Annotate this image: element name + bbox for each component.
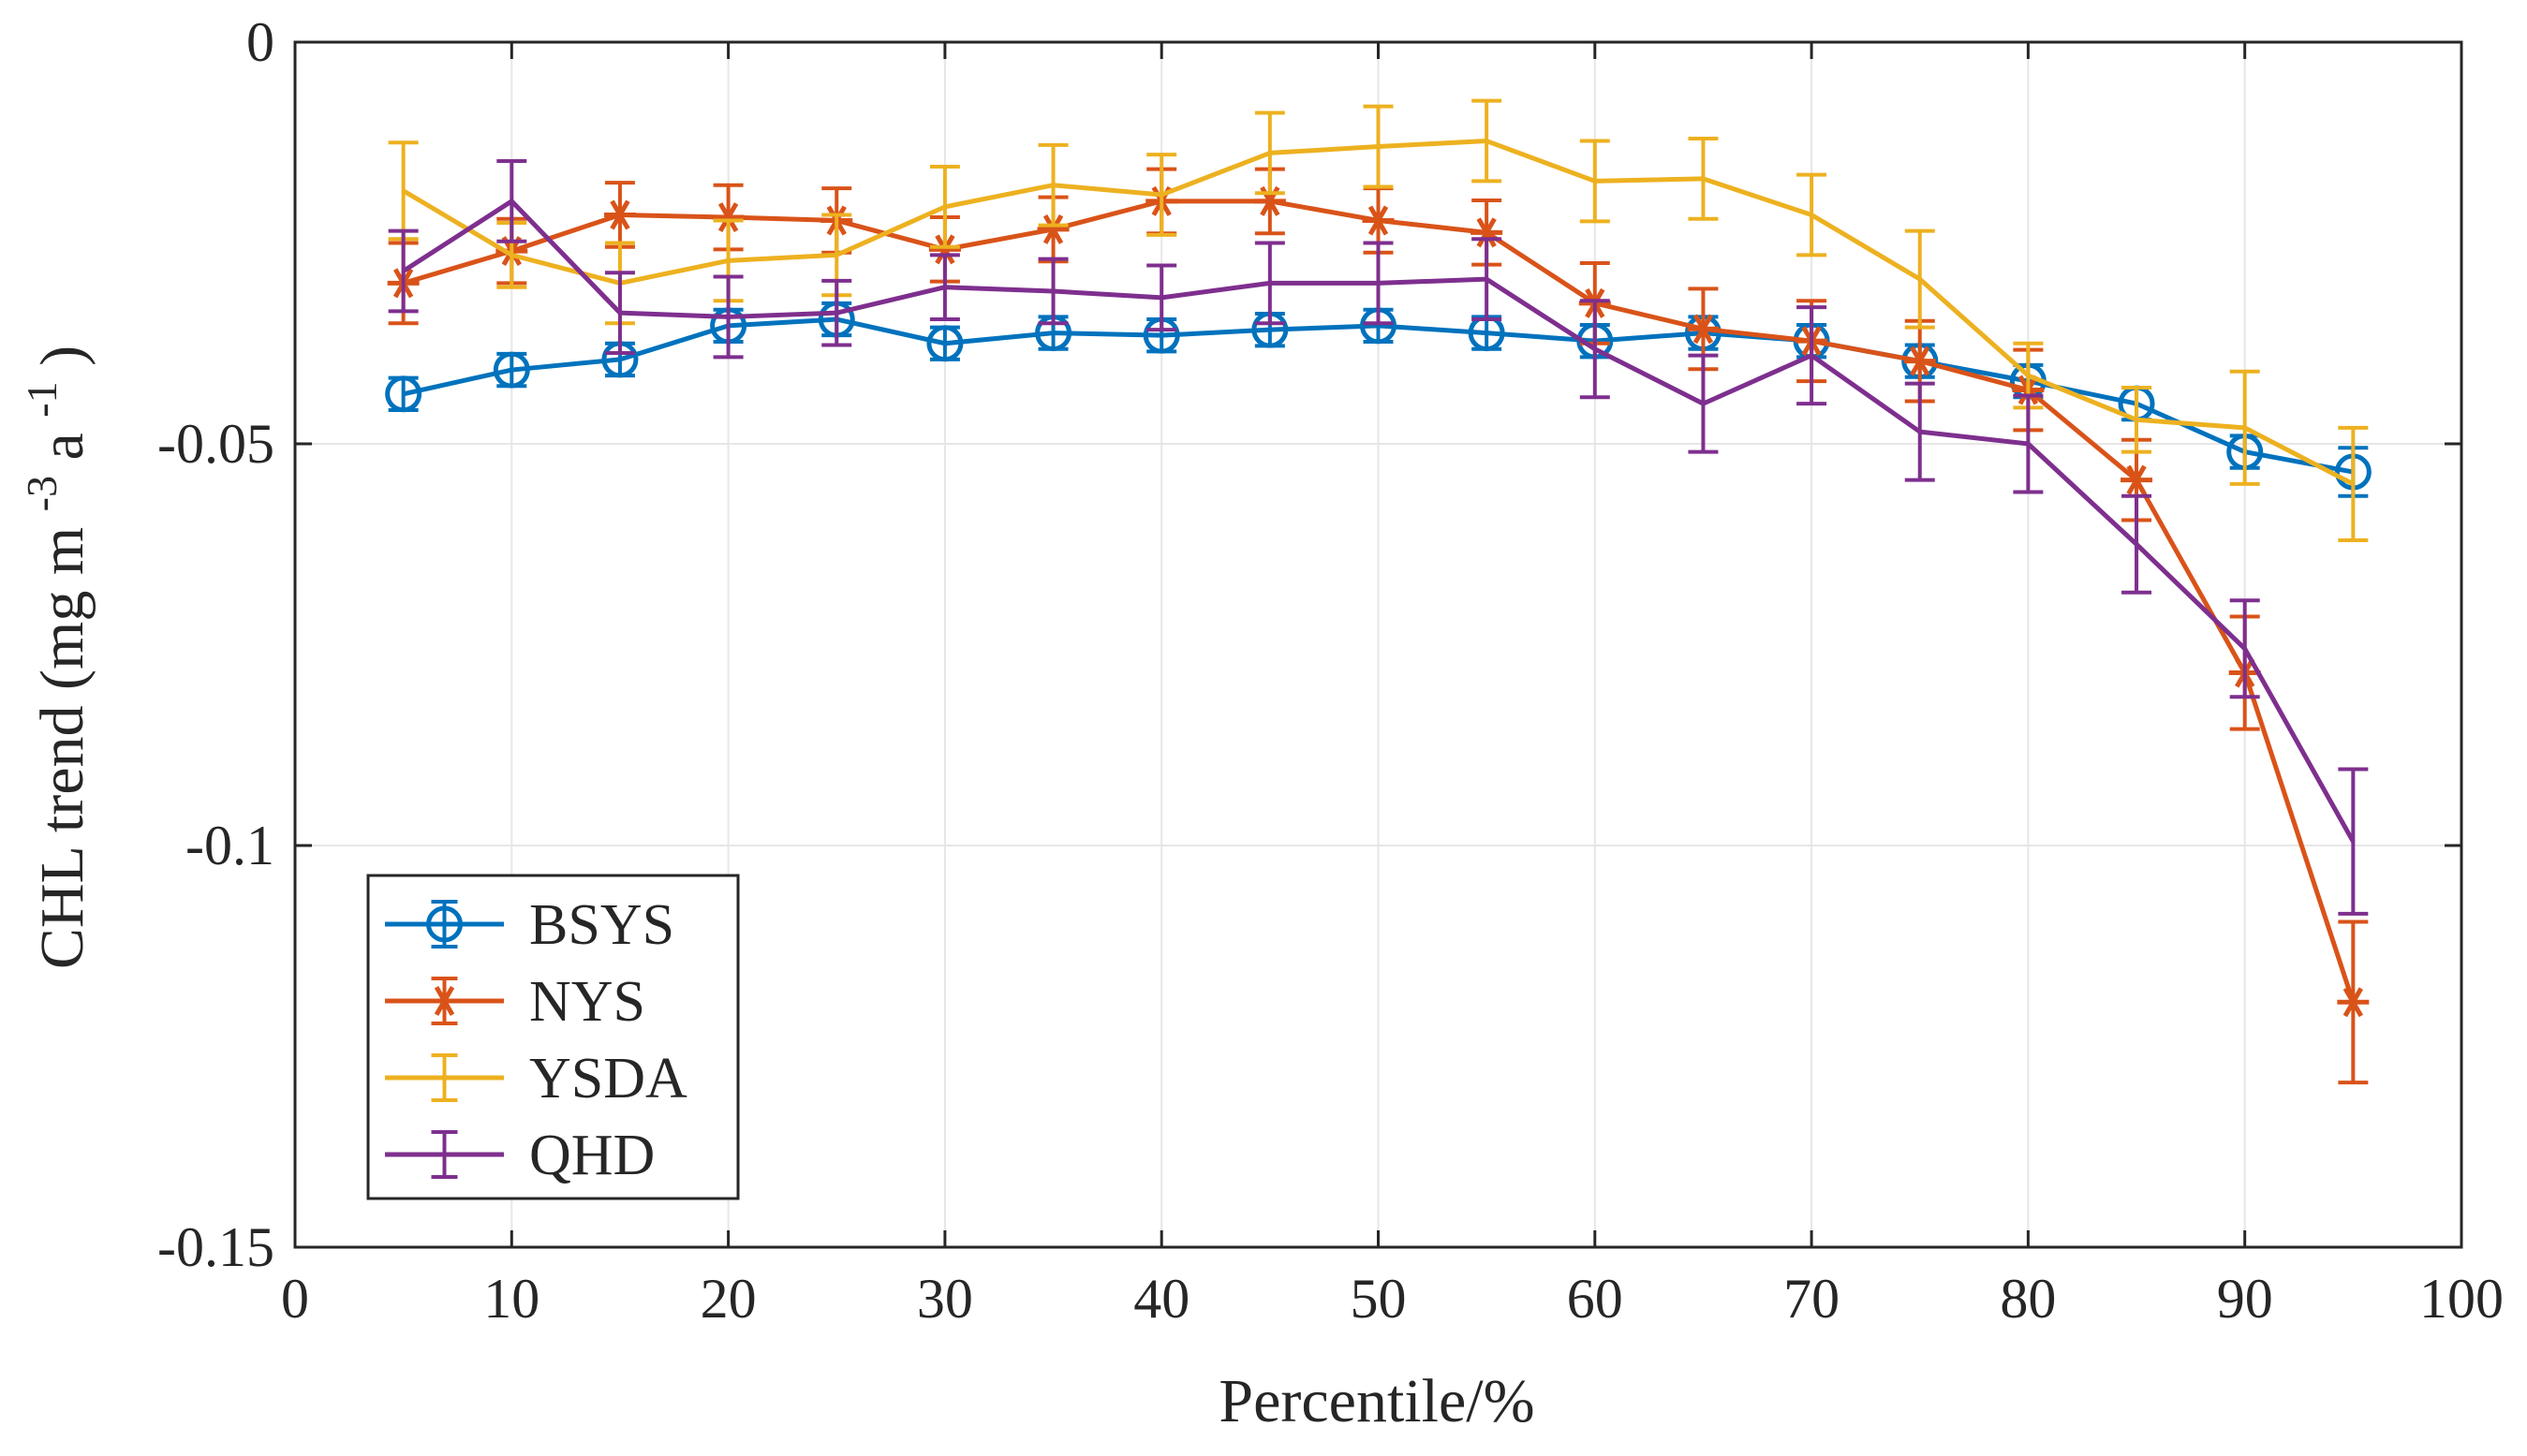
- series-ysda: [388, 98, 2369, 542]
- data-point: [1362, 205, 1395, 236]
- legend-entry-nys: NYS: [385, 970, 645, 1034]
- x-tick-label: 90: [2217, 1268, 2273, 1330]
- x-tick-label: 50: [1351, 1268, 1407, 1330]
- x-tick-label: 0: [281, 1268, 309, 1330]
- legend-label: QHD: [529, 1124, 655, 1187]
- x-tick-label: 60: [1567, 1268, 1623, 1330]
- y-axis-title-exp2: -1: [18, 381, 66, 417]
- y-axis-title-main: CHL trend (mg m: [28, 527, 96, 969]
- axes-layer: [293, 40, 2463, 1249]
- star-stroke: [1910, 346, 1930, 376]
- data-point: [926, 325, 964, 362]
- y-axis-title-exp1: -3: [18, 476, 66, 511]
- x-tick-label: 40: [1133, 1268, 1190, 1330]
- star-stroke: [1692, 314, 1714, 345]
- series-line: [402, 199, 2356, 843]
- x-tick-label: 70: [1783, 1268, 1840, 1330]
- data-point: [493, 351, 530, 389]
- star-stroke: [2342, 987, 2364, 1018]
- tick-label-layer: 0 10 20 30 40 50 60 70 80 90 100 0 -0.05 -0.1 -0.15: [157, 11, 2504, 1330]
- legend-entry-ysda: YSDA: [385, 1047, 687, 1110]
- star-stroke: [610, 199, 630, 230]
- x-axis-title: Percentile/%: [1219, 1367, 1534, 1435]
- data-point: [385, 375, 422, 413]
- legend-label: YSDA: [529, 1047, 687, 1110]
- star-stroke: [434, 986, 455, 1016]
- series-line: [402, 139, 2355, 487]
- x-tick-label: 80: [2000, 1268, 2056, 1330]
- y-axis-title: CHL trend (mg m -3 a -1 ): [2, 346, 96, 969]
- data-point: [1470, 217, 1503, 248]
- x-tick-label: 100: [2419, 1268, 2504, 1330]
- star-stroke: [935, 234, 955, 265]
- data-point: [1903, 346, 1936, 376]
- legend-entry-qhd: QHD: [385, 1124, 655, 1187]
- data-point: [2121, 464, 2153, 495]
- legend: BSYS NYS YSDA QHD: [366, 874, 740, 1200]
- star-stroke: [717, 202, 739, 233]
- legend-entry-bsys: BSYS: [385, 893, 674, 957]
- y-axis-title-mid: a: [28, 433, 96, 460]
- legend-marker: [426, 905, 463, 943]
- data-point: [603, 199, 636, 230]
- data-point: [2337, 987, 2370, 1018]
- legend-label: NYS: [529, 970, 645, 1034]
- star-stroke: [1367, 205, 1389, 236]
- star-stroke: [1042, 213, 1064, 244]
- y-tick-label: -0.1: [185, 815, 274, 876]
- legend-label: BSYS: [529, 893, 674, 957]
- star-stroke: [1476, 217, 1497, 248]
- y-tick-label: -0.15: [157, 1216, 274, 1278]
- x-tick-label: 20: [701, 1268, 757, 1330]
- series-qhd: [388, 158, 2369, 916]
- y-tick-label: 0: [246, 11, 274, 73]
- legend-marker: [428, 986, 461, 1016]
- series-layer: [385, 98, 2372, 1085]
- x-tick-label: 10: [483, 1268, 539, 1330]
- data-point: [1037, 213, 1070, 244]
- data-point: [1687, 314, 1720, 345]
- x-tick-label: 30: [917, 1268, 973, 1330]
- data-point: [928, 234, 961, 265]
- y-tick-label: -0.05: [157, 413, 274, 475]
- star-stroke: [2126, 464, 2147, 495]
- y-axis-title-end: ): [28, 346, 96, 366]
- data-point: [712, 202, 745, 233]
